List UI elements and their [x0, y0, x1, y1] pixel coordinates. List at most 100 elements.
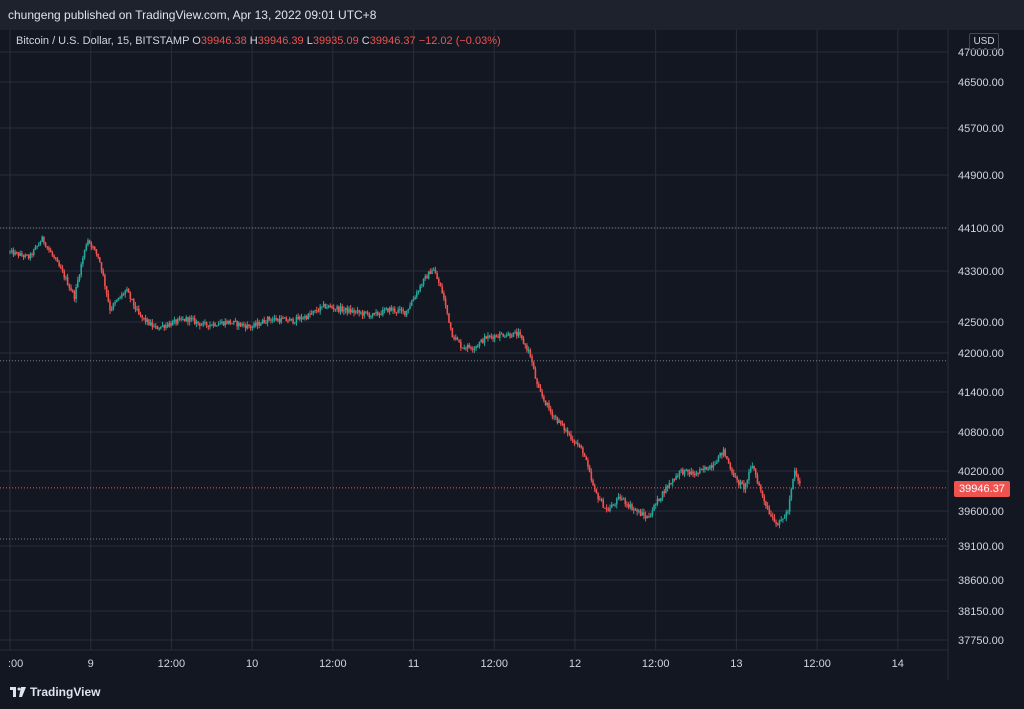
candle-down [53, 255, 55, 258]
candle-up [553, 416, 555, 418]
candle-down [315, 310, 318, 312]
candle-up [334, 309, 337, 311]
candle-up [121, 294, 123, 298]
candle-down [736, 476, 738, 480]
candle-down [275, 318, 277, 321]
candle-down [619, 496, 621, 499]
chart-area[interactable] [0, 30, 1024, 680]
candle-down [15, 252, 18, 254]
candle-up [344, 307, 347, 310]
candle-up [178, 318, 181, 320]
low-label: L [306, 35, 313, 47]
candle-down [648, 516, 650, 518]
ohlc-legend: Bitcoin / U.S. Dollar, 15, BITSTAMP O399… [16, 35, 501, 47]
candle-down [26, 254, 28, 256]
tradingview-brand[interactable]: TradingView [10, 685, 100, 699]
candle-down [63, 271, 66, 278]
candle-down [799, 480, 801, 484]
candle-down [524, 344, 527, 346]
candle-down [258, 321, 260, 326]
candle-down [465, 347, 467, 349]
candle-up [24, 254, 27, 258]
y-tick-label: 46500.00 [958, 77, 1004, 89]
candle-down [390, 307, 393, 311]
candle-down [532, 362, 535, 369]
candle-up [232, 320, 235, 324]
candle-down [287, 320, 289, 322]
y-tick-label: 40200.00 [958, 466, 1004, 478]
candle-up [378, 313, 381, 315]
candle-down [12, 250, 15, 255]
candle-down [332, 307, 335, 310]
candle-down [387, 308, 389, 313]
candle-down [526, 345, 528, 351]
candle-down [139, 314, 142, 316]
candle-up [476, 346, 479, 348]
y-tick-label: 45700.00 [958, 123, 1004, 135]
candle-up [614, 504, 616, 506]
candle-up [343, 309, 345, 312]
candle-down [243, 324, 245, 326]
candle-up [217, 324, 220, 326]
candle-up [117, 297, 120, 301]
candle-up [510, 336, 513, 338]
candle-down [282, 318, 284, 320]
candle-up [646, 516, 649, 519]
candle-down [99, 257, 101, 263]
candle-up [356, 310, 359, 312]
candle-up [375, 311, 377, 314]
candle-down [741, 481, 743, 484]
candle-down [604, 507, 606, 509]
candle-up [153, 326, 155, 328]
candle-up [271, 319, 274, 321]
candle-down [285, 317, 288, 321]
candle-down [538, 384, 540, 388]
candle-down [66, 277, 69, 286]
tradingview-logo-icon [10, 685, 26, 699]
candle-down [458, 340, 460, 342]
symbol-label: Bitcoin / U.S. Dollar, 15, BITSTAMP [16, 35, 190, 47]
candle-up [419, 285, 421, 292]
candle-down [73, 291, 76, 299]
candle-down [599, 499, 601, 501]
candle-up [405, 310, 408, 316]
candle-up [354, 311, 357, 313]
candle-down [702, 468, 705, 470]
horizontal-levels [0, 227, 948, 540]
candle-down [644, 515, 647, 519]
x-tick-label: 11 [408, 658, 419, 670]
candle-down [210, 324, 213, 326]
candle-down [331, 306, 333, 308]
price-chart[interactable]: 47000.00 46500.00 45700.00 44900.00 44100.00… [0, 0, 1024, 680]
candle-down [446, 305, 449, 314]
candle-down [766, 506, 769, 509]
candle-down [488, 335, 491, 337]
y-tick-label: 37750.00 [958, 635, 1004, 647]
candle-up [656, 498, 659, 505]
candle-up [680, 469, 682, 471]
candle-up [280, 318, 282, 323]
candle-up [407, 308, 410, 311]
candle-down [346, 307, 349, 313]
candle-down [529, 349, 532, 357]
candle-up [699, 469, 701, 474]
candle-up [653, 505, 655, 511]
candle-down [761, 490, 764, 497]
candle-up [119, 297, 121, 299]
candle-down [122, 294, 125, 296]
candle-down [27, 255, 30, 259]
candle-up [75, 287, 77, 299]
candle-down [768, 508, 771, 515]
candle-up [600, 499, 603, 501]
y-tick-label: 41400.00 [958, 387, 1004, 399]
candle-up [715, 462, 718, 464]
candle-down [305, 316, 308, 319]
candle-down [244, 325, 247, 329]
candle-down [448, 313, 450, 323]
candle-up [507, 333, 510, 336]
candle-down [56, 258, 59, 263]
candle-up [224, 321, 227, 326]
currency-badge[interactable]: USD [969, 33, 999, 50]
candle-up [188, 317, 191, 322]
candle-down [93, 247, 96, 250]
